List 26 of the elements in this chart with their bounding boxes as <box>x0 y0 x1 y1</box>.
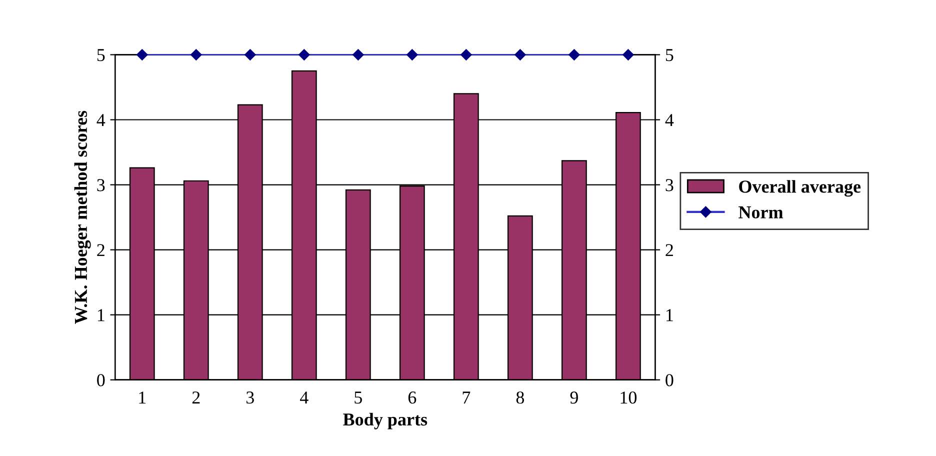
y-tick-label: 5 <box>97 49 105 62</box>
y-tick-label: 0 <box>97 374 105 386</box>
x-tick-label: 9 <box>570 392 578 404</box>
y2-tick-label: 3 <box>666 179 674 192</box>
legend-label: Norm <box>738 206 784 218</box>
x-tick-label: 2 <box>192 392 200 404</box>
x-tick-label: 1 <box>139 392 146 404</box>
y-tick-label: 4 <box>96 114 106 126</box>
y-tick-label: 3 <box>97 179 105 192</box>
x-tick-label: 8 <box>516 391 524 404</box>
x-tick-label: 10 <box>620 391 637 404</box>
x-tick-label: 5 <box>354 392 362 404</box>
x-tick-label: 7 <box>462 392 470 404</box>
y2-tick-label: 5 <box>666 49 674 62</box>
y-tick-label: 2 <box>97 244 104 256</box>
legend-label: Overall average <box>739 180 861 197</box>
y-tick-label: 1 <box>98 309 104 322</box>
y2-tick-label: 2 <box>666 244 673 256</box>
y2-tick-label: 0 <box>666 374 674 386</box>
y-axis-title: W.K. Hoeger method scores <box>74 110 91 324</box>
x-tick-label: 6 <box>408 392 416 404</box>
x-tick-label: 4 <box>300 392 308 404</box>
x-tick-label: 3 <box>246 392 254 404</box>
x-axis-title: Body parts <box>343 412 428 430</box>
y2-tick-label: 1 <box>666 309 673 322</box>
y2-tick-label: 4 <box>665 114 674 126</box>
